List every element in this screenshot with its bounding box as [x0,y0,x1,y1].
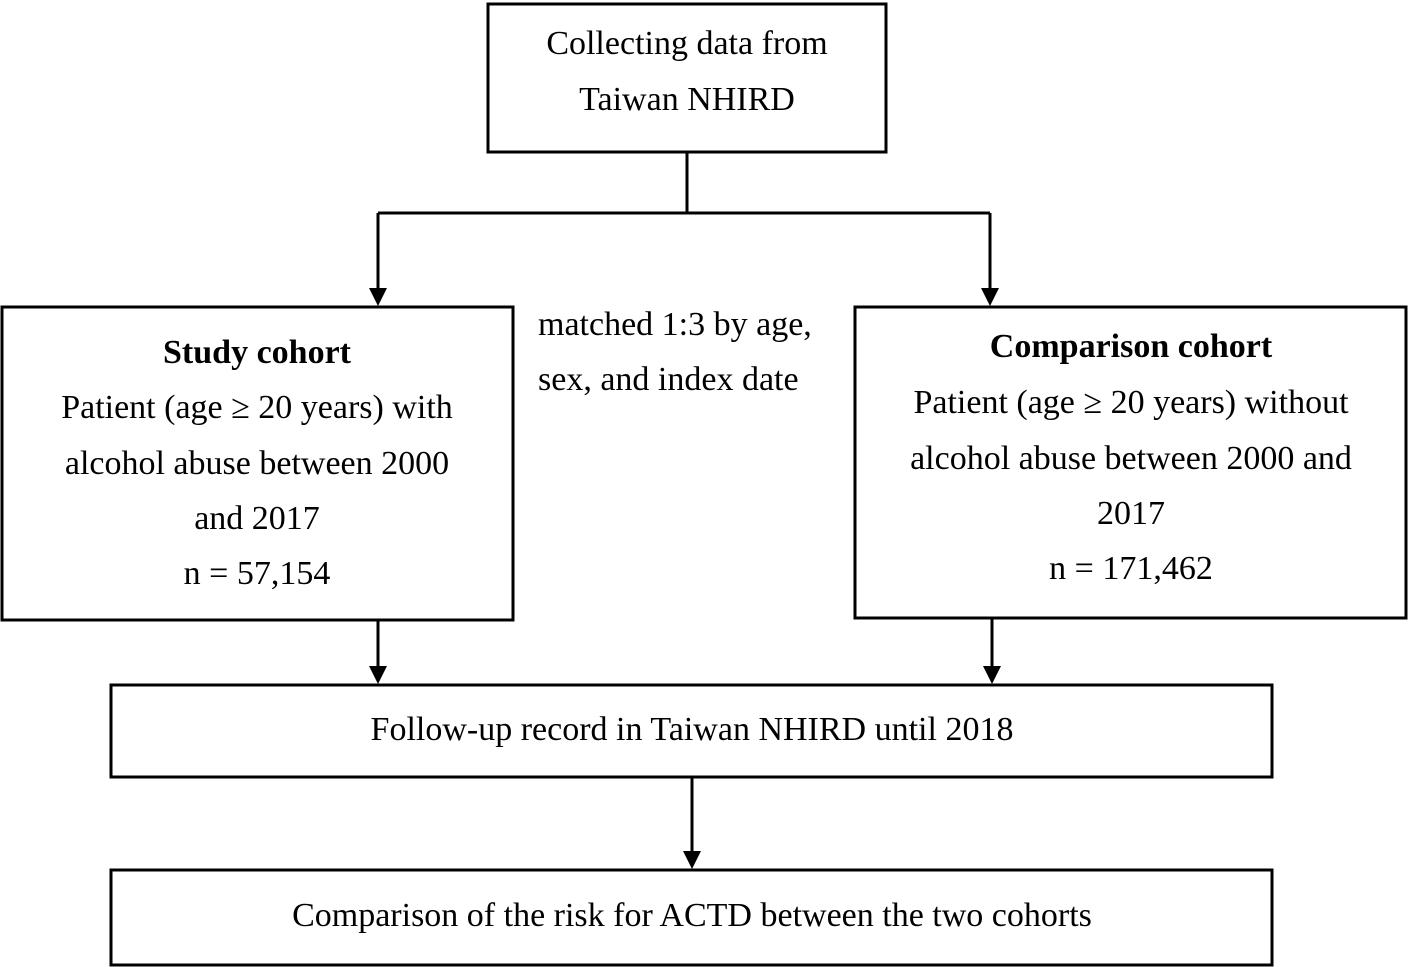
annotation: matched 1:3 by age, [538,306,812,343]
box-text: alcohol abuse between 2000 and [910,440,1352,477]
box-text: Patient (age ≥ 20 years) with [61,389,453,426]
box [0,305,515,622]
arrowhead [369,288,387,306]
box-text: Patient (age ≥ 20 years) without [913,384,1349,421]
box-text: alcohol abuse between 2000 [65,445,449,482]
box [109,683,1274,779]
box [853,305,1408,620]
arrowhead [983,666,1001,684]
box-text: Comparison of the risk for ACTD between … [292,897,1092,934]
arrowhead [683,851,701,869]
arrowhead [369,666,387,684]
box [109,868,1274,967]
box-text: n = 57,154 [184,555,331,592]
box-text: n = 171,462 [1049,550,1213,587]
box-text: 2017 [1097,495,1165,532]
box-text: Taiwan NHIRD [579,81,795,118]
annotation: sex, and index date [538,361,799,398]
box [486,2,888,154]
box-text: Collecting data from [546,25,827,62]
box-title: Study cohort [163,334,352,371]
arrowhead [981,288,999,306]
box-text: Follow-up record in Taiwan NHIRD until 2… [371,711,1014,748]
box-text: and 2017 [194,500,320,537]
box-title: Comparison cohort [990,328,1273,365]
connectors [369,152,1001,869]
